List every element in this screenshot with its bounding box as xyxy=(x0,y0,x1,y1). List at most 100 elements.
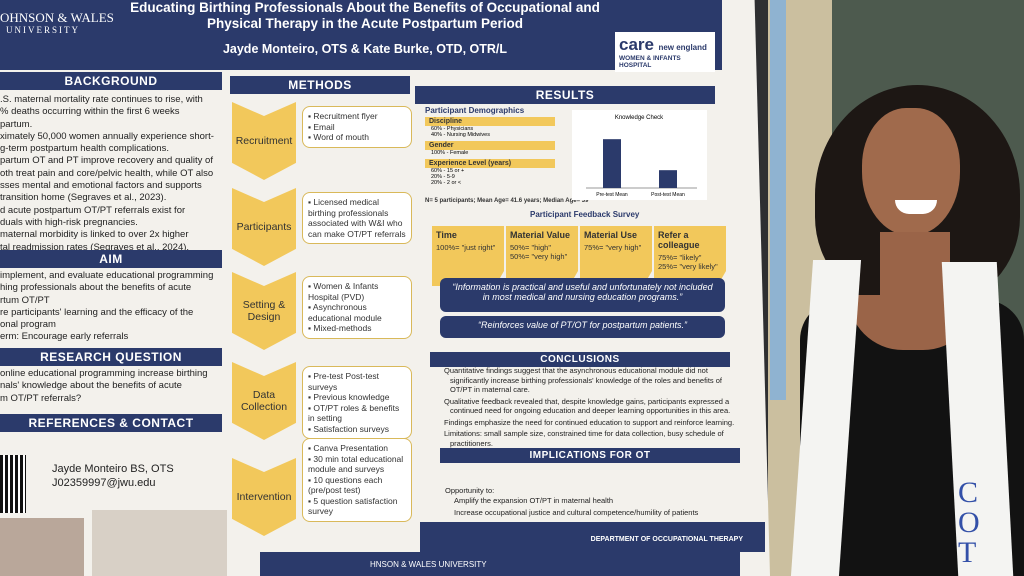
chart-title: Knowledge Check xyxy=(615,115,664,121)
text-line: Findings emphasize the need for continue… xyxy=(444,417,735,427)
feedback-box: Refer a colleague 75%= "likely" 25%= "very… xyxy=(654,226,726,286)
text-line: m OT/PT referrals? xyxy=(0,392,82,404)
section-body: Jayde Monteiro BS, OTS J02359997@jwu.edu xyxy=(52,462,222,490)
text-line: g-term postpartum health complications. xyxy=(0,143,169,155)
section-heading: METHODS xyxy=(230,76,410,94)
text-line: ximately 50,000 women annually experienc… xyxy=(0,130,214,142)
feedback-box: Material Value 50%= "high" 50%= "very high… xyxy=(506,226,578,286)
step-item: ▪ 30 min total educational module and su… xyxy=(308,453,404,475)
demo-label: Experience Level (years) xyxy=(425,159,555,168)
demo-line: 100% - Female xyxy=(431,150,469,156)
text-line: Increase occupational justice and cultur… xyxy=(454,508,699,517)
poster-photo xyxy=(92,510,227,576)
qr-code xyxy=(0,455,26,513)
text-line: Quantitative findings suggest that the a… xyxy=(440,366,740,395)
footer-text: DEPARTMENT OF OCCUPATIONAL THERAPY xyxy=(590,536,743,543)
demographics: Discipline 60% - Physicians 40% - Nursing … xyxy=(425,114,555,186)
text-line: erm: Encourage early referrals xyxy=(0,331,129,343)
step-item: ▪ OT/PT roles & benefits in setting xyxy=(308,402,400,424)
text-line: Increase occupational justice and cultur… xyxy=(450,508,740,518)
demo-label: Discipline xyxy=(425,117,555,126)
text-line: rtum OT/PT xyxy=(0,294,50,306)
demo-line: 60% - 15 or + xyxy=(431,168,465,174)
text-line: Qualitative feedback revealed that, desp… xyxy=(440,397,740,416)
text-line: Quantitative findings suggest that the a… xyxy=(444,366,723,394)
face xyxy=(862,108,960,236)
section-heading: BACKGROUND xyxy=(0,72,222,90)
step-item: ▪ Pre-test Post-test surveys xyxy=(308,371,380,392)
knowledge-chart: Knowledge Check Pre-test Mean Post-test M… xyxy=(572,110,707,200)
demo-line: 60% - Physicians xyxy=(431,126,474,132)
text-line: % deaths occurring within the first 6 we… xyxy=(0,106,180,118)
text-line: duals with high-risk pregnancies. xyxy=(0,216,138,228)
feedback-label: Material Value xyxy=(510,230,571,240)
text-line: online educational programming increase … xyxy=(0,368,208,379)
step-label: Recruitment xyxy=(232,102,296,180)
logo-sub: WOMEN & INFANTS HOSPITAL xyxy=(619,55,681,69)
poster-authors: Jayde Monteiro, OTS & Kate Burke, OTD, O… xyxy=(222,42,508,56)
step-item: ▪ Word of mouth xyxy=(308,132,369,142)
text-line: Amplify the expansion OT/PT in maternal … xyxy=(450,496,740,506)
step-label: Intervention xyxy=(232,458,296,536)
feedback-label: Time xyxy=(436,230,457,240)
step-items: ▪ Licensed medical birthing professional… xyxy=(302,192,412,244)
text-line: partum OT and PT improve recovery and qu… xyxy=(0,155,213,167)
poster-footer: DEPARTMENT OF OCCUPATIONAL THERAPY xyxy=(420,522,765,552)
step-label: Data Collection xyxy=(232,362,296,440)
step-item: ▪ Mixed-methods xyxy=(308,323,372,333)
text-line: Amplify the expansion OT/PT in maternal … xyxy=(454,496,614,505)
method-step: Participants ▪ Licensed medical birthing … xyxy=(232,188,412,278)
logo-care: care xyxy=(619,35,654,54)
section-body: .S. maternal mortality rate continues to… xyxy=(0,94,222,254)
section-heading: CONCLUSIONS xyxy=(430,352,730,367)
step-item: ▪ Email xyxy=(308,121,335,132)
demo-line: 20% - 2 or < xyxy=(431,180,462,186)
text-line: .S. maternal mortality rate continues to… xyxy=(0,94,203,105)
step-item: ▪ 10 questions each (pre/post test) xyxy=(308,474,383,496)
logo-text: UNIVERSITY xyxy=(6,25,80,35)
section-heading: AIM xyxy=(0,250,222,268)
section-heading: RESULTS xyxy=(415,86,715,104)
demographics-summary: N= 5 participants; Mean Age= 41.6 years;… xyxy=(425,198,589,204)
text-line: hing professionals about the benefits of… xyxy=(0,282,192,294)
demo-line: 20% - 5-9 xyxy=(431,174,455,180)
x-tick-label: Post-test Mean xyxy=(651,192,685,198)
step-item: ▪ Canva Presentation xyxy=(308,443,389,453)
demo-line: 40% - Nursing Midwives xyxy=(431,132,490,138)
step-items: ▪ Recruitment flyer ▪ Email ▪ Word of mout… xyxy=(302,106,412,148)
logo-text: OHNSON & WALES xyxy=(0,10,114,25)
section-intro: Opportunity to: xyxy=(445,486,495,495)
feedback-label: Refer a colleague xyxy=(658,230,700,250)
method-step: Recruitment ▪ Recruitment flyer ▪ Email ▪ W… xyxy=(232,102,412,192)
section-heading: IMPLICATIONS FOR OT xyxy=(440,448,740,463)
smile xyxy=(895,200,937,214)
logo-ne: new england xyxy=(658,43,707,52)
bottom-logo: HNSON & WALES UNIVERSITY xyxy=(370,560,487,569)
poster-header xyxy=(0,0,722,70)
poster-title: Educating Birthing Professionals About t… xyxy=(130,0,600,31)
method-step: Data Collection ▪ Pre-test Post-test surv… xyxy=(232,362,412,452)
step-item: ▪ Licensed medical birthing professional… xyxy=(308,197,406,239)
x-tick-label: Pre-test Mean xyxy=(596,192,628,198)
method-step: Intervention ▪ Canva Presentation ▪ 30 min… xyxy=(232,438,412,548)
bar xyxy=(603,139,621,188)
step-item: ▪ Women & Infants Hospital (PVD) xyxy=(308,281,379,302)
poster-bottom: HNSON & WALES UNIVERSITY xyxy=(260,552,740,576)
bar xyxy=(659,170,677,188)
feedback-line: 100%= "just right" xyxy=(436,243,496,252)
section-body: Amplify the expansion OT/PT in maternal … xyxy=(450,496,740,520)
section-body: implement, and evaluate educational prog… xyxy=(0,270,222,344)
stole-text: COT xyxy=(958,476,980,569)
step-label: Participants xyxy=(232,188,296,266)
text-line: Findings emphasize the need for continue… xyxy=(440,418,740,428)
method-step: Setting & Design ▪ Women & Infants Hospit… xyxy=(232,272,412,362)
text-line: Jayde Monteiro BS, OTS xyxy=(52,463,174,475)
step-label: Setting & Design xyxy=(232,272,296,350)
feedback-line: 50%= "high" xyxy=(510,243,551,252)
poster-photo xyxy=(0,518,84,576)
text-line: nals' knowledge about the benefits of ac… xyxy=(0,380,182,392)
subheading: Participant Feedback Survey xyxy=(530,210,640,219)
section-body: online educational programming increase … xyxy=(0,368,222,405)
subheading: Participant Demographics xyxy=(425,106,525,115)
text-line: maternal morbidity is linked to over 2x … xyxy=(0,229,189,241)
